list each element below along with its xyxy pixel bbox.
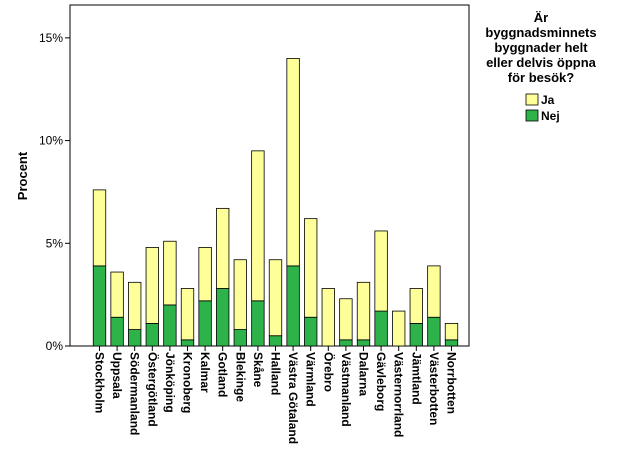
bar-nej-7 [216,288,230,347]
bar-ja-17 [392,310,406,347]
bar-ja-3 [145,246,159,324]
bar-nej-1 [110,316,124,347]
y-axis: 0% 5% 10% 15% [39,31,70,353]
bars-group [92,58,459,347]
bar-nej-3 [145,322,159,347]
bar-ja-12 [304,218,318,318]
x-tick-label-11: Västra Götaland [286,352,300,444]
y-tick-label-3: 15% [39,31,63,45]
bar-ja-10 [268,259,283,337]
legend-label-nej: Nej [541,109,560,123]
x-tick-label-2: Södermanland [128,352,142,435]
bar-nej-5 [180,339,195,347]
x-tick-label-5: Kronoberg [181,352,195,413]
bar-ja-13 [321,288,335,347]
x-tick-label-6: Kalmar [198,352,212,393]
bar-ja-11 [286,58,300,267]
legend-swatch-ja [525,93,539,106]
legend-label-ja: Ja [541,93,555,107]
bar-nej-14 [339,339,353,347]
bar-ja-0 [92,189,107,267]
legend-title-line-0: Är [534,10,548,25]
bar-nej-12 [304,316,318,347]
bar-nej-18 [409,322,423,347]
x-tick-label-20: Norrbotten [445,352,459,414]
bar-nej-15 [356,339,371,347]
x-tick-label-8: Blekinge [233,352,247,402]
bar-nej-0 [92,265,107,347]
x-tick-label-9: Skåne [251,352,265,388]
x-tick-label-10: Halland [269,352,283,395]
bar-ja-6 [198,246,212,302]
x-tick-label-15: Dalarna [357,352,371,396]
bar-nej-20 [444,339,459,347]
bar-ja-9 [251,150,265,302]
bar-ja-5 [180,288,195,341]
x-tick-label-14: Västmanland [339,352,353,427]
bar-ja-4 [163,240,177,306]
x-tick-label-3: Östergötland [145,352,160,427]
x-axis: Stockholm Uppsala Södermanland Östergötland… [93,346,459,444]
x-tick-label-19: Västerbotten [427,352,441,425]
bar-ja-8 [233,259,247,330]
y-tick-label-2: 10% [39,134,63,148]
x-tick-label-1: Uppsala [110,352,124,399]
legend-title-line-3: eller delvis öppna [486,55,597,70]
x-tick-label-17: Västernorrland [392,352,406,437]
y-tick-label-1: 5% [46,236,64,250]
x-tick-label-0: Stockholm [93,352,107,413]
bar-ja-16 [374,230,388,312]
y-tick-label-0: 0% [46,339,64,353]
x-tick-label-13: Örebro [321,352,336,392]
x-tick-label-12: Värmland [304,352,318,407]
legend-title-line-4: för besök? [508,70,575,85]
bar-nej-2 [128,329,142,347]
bar-nej-10 [268,335,283,347]
bar-ja-1 [110,271,124,318]
bar-nej-19 [427,316,441,347]
legend-title-line-1: byggnadsminnets [485,25,596,40]
bar-nej-4 [163,304,177,347]
bar-ja-14 [339,298,353,341]
x-tick-label-18: Jämtland [409,352,423,405]
bar-ja-7 [216,207,230,289]
bar-nej-6 [198,300,212,347]
bar-ja-20 [444,322,459,341]
legend-title-line-2: byggnader helt [494,40,588,55]
bar-ja-15 [356,281,371,341]
bar-nej-11 [286,265,300,347]
x-tick-label-4: Jönköping [163,352,177,413]
x-tick-label-7: Gotland [216,352,230,397]
bar-ja-2 [128,281,142,330]
bar-nej-16 [374,310,388,347]
x-tick-label-16: Gävleborg [374,352,388,411]
legend-swatch-nej [525,109,539,122]
y-axis-title: Procent [15,151,30,200]
bar-ja-18 [409,288,423,324]
bar-nej-9 [251,300,265,347]
bar-nej-8 [233,329,247,347]
bar-ja-19 [427,265,441,318]
